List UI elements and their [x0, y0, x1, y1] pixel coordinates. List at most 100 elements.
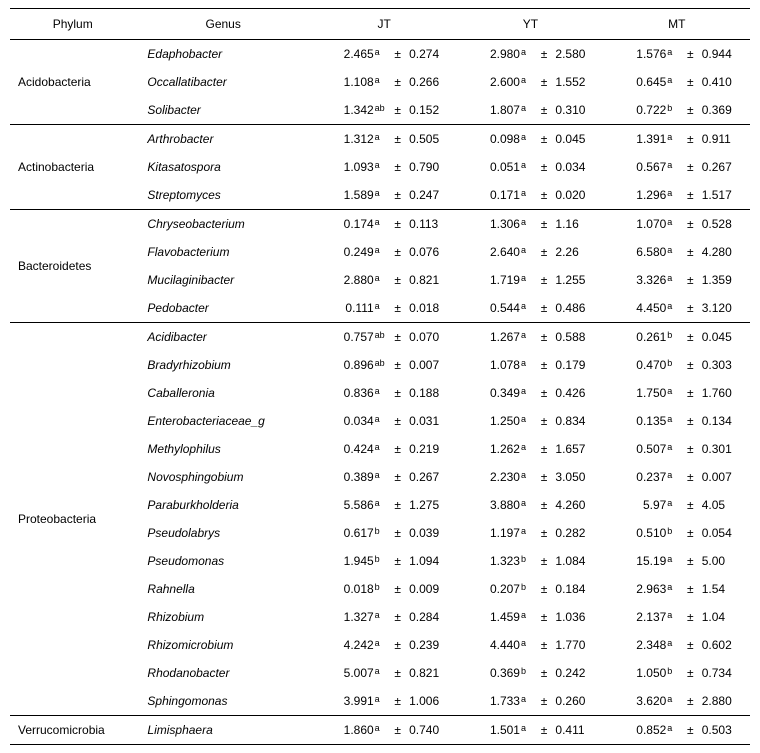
superscript-cell: a: [520, 407, 535, 435]
superscript-cell: a: [374, 40, 389, 69]
superscript-cell: a: [666, 68, 681, 96]
value-cell: 0.207: [457, 575, 520, 603]
superscript-cell: a: [374, 659, 389, 687]
plusminus-cell: ±: [681, 463, 700, 491]
superscript-cell: a: [666, 575, 681, 603]
value-cell: 2.600: [457, 68, 520, 96]
value-cell: 1.945: [311, 547, 374, 575]
value-cell: 1.050: [604, 659, 667, 687]
superscript-cell: a: [520, 435, 535, 463]
plusminus-cell: ±: [535, 40, 554, 69]
error-cell: 2.26: [553, 238, 603, 266]
col-mt: MT: [604, 9, 750, 40]
superscript-cell: a: [374, 603, 389, 631]
error-cell: 1.760: [700, 379, 750, 407]
error-cell: 0.018: [407, 294, 457, 323]
error-cell: 2.880: [700, 687, 750, 716]
superscript-cell: a: [374, 491, 389, 519]
error-cell: 0.911: [700, 125, 750, 154]
error-cell: 4.05: [700, 491, 750, 519]
superscript-cell: b: [374, 575, 389, 603]
value-cell: 0.174: [311, 210, 374, 239]
phylum-cell: Acidobacteria: [10, 40, 135, 125]
phylum-cell: Bacteroidetes: [10, 210, 135, 323]
plusminus-cell: ±: [681, 181, 700, 210]
plusminus-cell: ±: [681, 603, 700, 631]
superscript-cell: a: [666, 294, 681, 323]
table-row: ProteobacteriaAcidibacter0.757ab±0.0701.…: [10, 323, 750, 352]
superscript-cell: a: [666, 40, 681, 69]
superscript-cell: a: [520, 210, 535, 239]
plusminus-cell: ±: [388, 210, 407, 239]
value-cell: 0.369: [457, 659, 520, 687]
value-cell: 0.567: [604, 153, 667, 181]
value-cell: 1.323: [457, 547, 520, 575]
plusminus-cell: ±: [535, 96, 554, 125]
error-cell: 0.410: [700, 68, 750, 96]
error-cell: 0.267: [407, 463, 457, 491]
plusminus-cell: ±: [535, 435, 554, 463]
superscript-cell: a: [520, 603, 535, 631]
value-cell: 2.963: [604, 575, 667, 603]
plusminus-cell: ±: [535, 659, 554, 687]
col-phylum: Phylum: [10, 9, 135, 40]
plusminus-cell: ±: [388, 351, 407, 379]
superscript-cell: b: [520, 547, 535, 575]
value-cell: 1.108: [311, 68, 374, 96]
error-cell: 0.045: [553, 125, 603, 154]
superscript-cell: a: [666, 631, 681, 659]
error-cell: 0.152: [407, 96, 457, 125]
error-cell: 3.050: [553, 463, 603, 491]
plusminus-cell: ±: [681, 435, 700, 463]
value-cell: 0.896: [311, 351, 374, 379]
superscript-cell: a: [374, 266, 389, 294]
superscript-cell: a: [520, 125, 535, 154]
col-jt: JT: [311, 9, 457, 40]
superscript-cell: a: [520, 68, 535, 96]
error-cell: 0.188: [407, 379, 457, 407]
plusminus-cell: ±: [681, 519, 700, 547]
error-cell: 0.503: [700, 716, 750, 745]
plusminus-cell: ±: [388, 96, 407, 125]
superscript-cell: a: [666, 463, 681, 491]
value-cell: 1.197: [457, 519, 520, 547]
plusminus-cell: ±: [681, 323, 700, 352]
plusminus-cell: ±: [681, 631, 700, 659]
taxa-table: Phylum Genus JT YT MT AcidobacteriaEdaph…: [10, 8, 750, 745]
value-cell: 0.034: [311, 407, 374, 435]
value-cell: 0.424: [311, 435, 374, 463]
plusminus-cell: ±: [681, 491, 700, 519]
value-cell: 1.750: [604, 379, 667, 407]
error-cell: 1.275: [407, 491, 457, 519]
genus-cell: Bradyrhizobium: [135, 351, 311, 379]
genus-cell: Kitasatospora: [135, 153, 311, 181]
superscript-cell: a: [666, 125, 681, 154]
value-cell: 1.296: [604, 181, 667, 210]
col-genus: Genus: [135, 9, 311, 40]
value-cell: 1.327: [311, 603, 374, 631]
plusminus-cell: ±: [535, 491, 554, 519]
genus-cell: Methylophilus: [135, 435, 311, 463]
error-cell: 0.007: [407, 351, 457, 379]
plusminus-cell: ±: [388, 68, 407, 96]
value-cell: 0.617: [311, 519, 374, 547]
error-cell: 0.734: [700, 659, 750, 687]
error-cell: 0.054: [700, 519, 750, 547]
plusminus-cell: ±: [681, 40, 700, 69]
error-cell: 0.944: [700, 40, 750, 69]
value-cell: 1.807: [457, 96, 520, 125]
value-cell: 0.111: [311, 294, 374, 323]
plusminus-cell: ±: [681, 153, 700, 181]
plusminus-cell: ±: [535, 575, 554, 603]
error-cell: 5.00: [700, 547, 750, 575]
error-cell: 0.284: [407, 603, 457, 631]
superscript-cell: b: [666, 659, 681, 687]
value-cell: 1.342: [311, 96, 374, 125]
superscript-cell: a: [520, 266, 535, 294]
superscript-cell: a: [520, 716, 535, 745]
error-cell: 0.020: [553, 181, 603, 210]
superscript-cell: a: [666, 407, 681, 435]
error-cell: 1.770: [553, 631, 603, 659]
error-cell: 0.426: [553, 379, 603, 407]
superscript-cell: b: [666, 96, 681, 125]
